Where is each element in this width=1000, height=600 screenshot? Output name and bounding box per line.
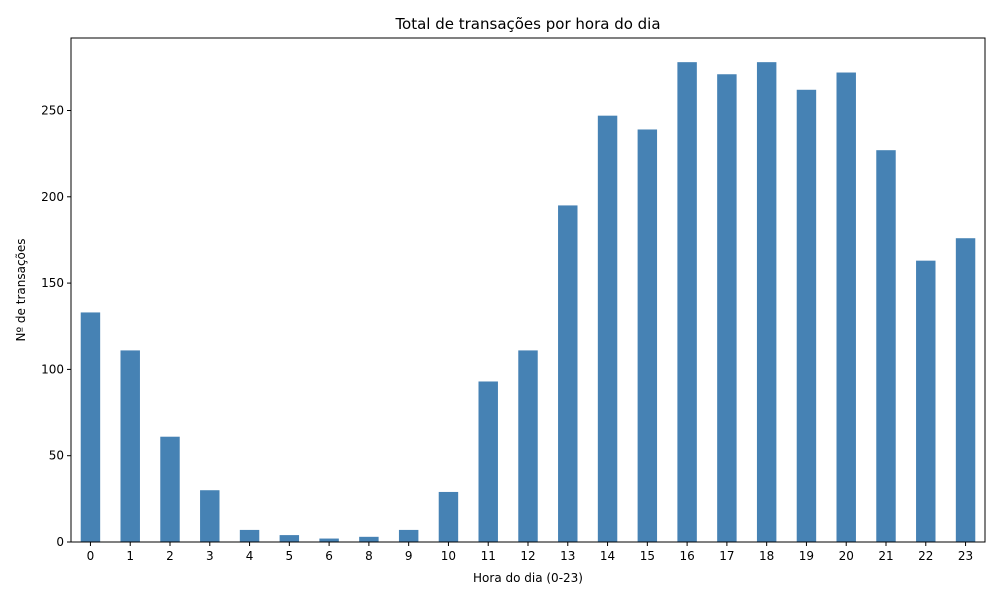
bar-hour-2 (160, 436, 180, 542)
y-tick-label: 150 (41, 276, 64, 290)
x-tick-label: 2 (166, 549, 174, 563)
x-tick-label: 16 (679, 549, 694, 563)
bar-hour-18 (756, 62, 777, 542)
x-tick-label: 21 (878, 549, 893, 563)
bar-hour-20 (836, 72, 856, 543)
y-axis-ticks: 0 50 100 150 200 250 (41, 103, 71, 549)
bar-hour-9 (398, 529, 419, 542)
x-axis-ticks: 0 1 2 3 4 5 6 8 9 10 11 12 13 14 15 16 17 18 19 20 21 22 23 (87, 542, 973, 563)
x-tick-label: 9 (405, 549, 413, 563)
bar-hour-14 (597, 115, 618, 543)
x-tick-label: 1 (126, 549, 134, 563)
y-tick-label: 200 (41, 190, 64, 204)
bar-hour-1 (120, 350, 140, 542)
x-tick-label: 13 (560, 549, 575, 563)
bar-hour-21 (876, 150, 896, 542)
bar-hour-8 (359, 536, 379, 542)
bar-hour-22 (916, 260, 936, 542)
y-tick-label: 100 (41, 362, 64, 376)
x-tick-label: 14 (600, 549, 615, 563)
y-tick-label: 50 (49, 449, 64, 463)
x-tick-label: 4 (246, 549, 254, 563)
x-tick-label: 3 (206, 549, 214, 563)
x-tick-label: 10 (441, 549, 456, 563)
x-tick-label: 22 (918, 549, 933, 563)
x-tick-label: 17 (719, 549, 734, 563)
x-tick-label: 0 (87, 549, 95, 563)
bar-hour-15 (637, 129, 658, 543)
x-tick-label: 11 (481, 549, 496, 563)
x-tick-label: 8 (365, 549, 373, 563)
x-tick-label: 12 (520, 549, 535, 563)
plot-frame (70, 37, 986, 543)
bar-hour-23 (955, 238, 976, 542)
bar-hour-13 (558, 205, 578, 543)
chart-title: Total de transações por hora do dia (394, 15, 660, 33)
bar-hour-3 (200, 490, 220, 542)
bar-hour-0 (80, 312, 101, 542)
x-tick-label: 19 (799, 549, 814, 563)
x-tick-label: 18 (759, 549, 774, 563)
bar-hour-19 (796, 89, 817, 542)
bar-hour-17 (717, 74, 737, 542)
bar-hour-6 (319, 538, 339, 542)
x-tick-label: 5 (286, 549, 294, 563)
bar-hour-16 (677, 62, 697, 542)
y-tick-label: 0 (56, 535, 64, 549)
bars-group (80, 62, 976, 543)
bar-hour-11 (478, 381, 498, 542)
bar-hour-10 (438, 491, 459, 542)
x-tick-label: 15 (640, 549, 655, 563)
x-tick-label: 23 (958, 549, 973, 563)
x-tick-label: 6 (325, 549, 333, 563)
bar-hour-5 (279, 535, 300, 542)
y-axis-label: Nº de transações (14, 238, 28, 341)
bar-hour-12 (518, 350, 538, 542)
bar-hour-4 (239, 529, 260, 542)
x-axis-label: Hora do dia (0-23) (473, 571, 583, 585)
y-tick-label: 250 (41, 103, 64, 117)
x-tick-label: 20 (839, 549, 854, 563)
